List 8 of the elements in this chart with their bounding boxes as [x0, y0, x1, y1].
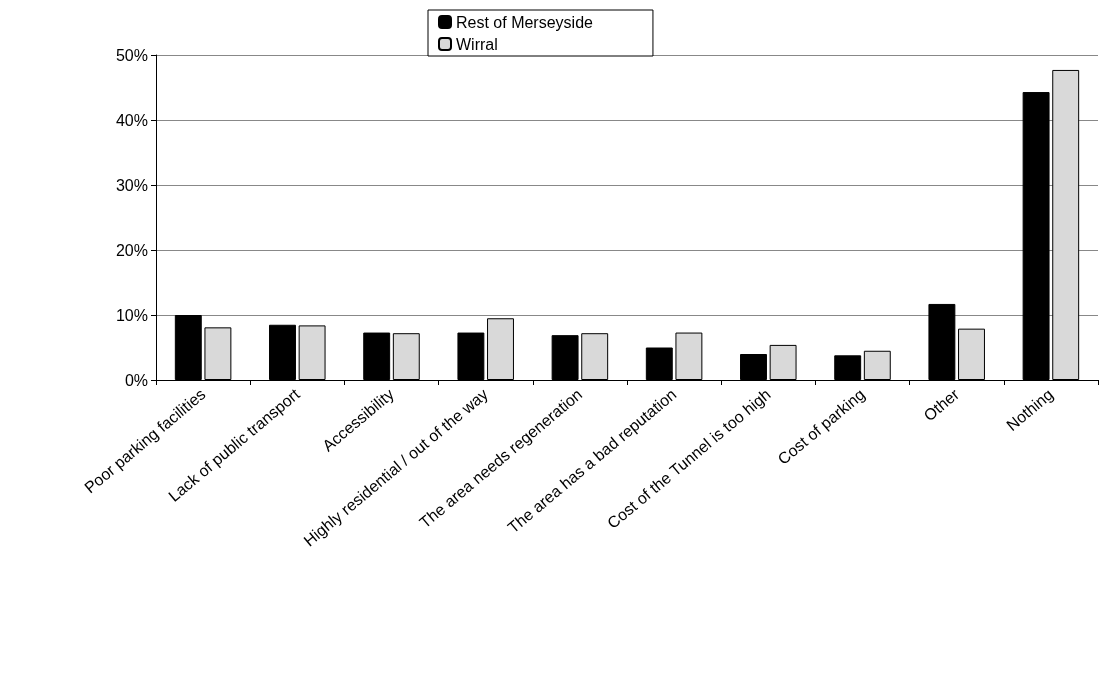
y-tick-label: 50%: [115, 46, 148, 64]
y-tick-label: 40%: [115, 111, 148, 129]
y-tick-label: 20%: [115, 241, 148, 259]
y-tick-label: 0%: [124, 371, 148, 389]
legend-label: Wirral: [456, 35, 498, 53]
y-tick-label: 30%: [115, 176, 148, 194]
legend-label: Rest of Merseyside: [456, 13, 594, 31]
y-tick-label: 10%: [115, 306, 148, 324]
